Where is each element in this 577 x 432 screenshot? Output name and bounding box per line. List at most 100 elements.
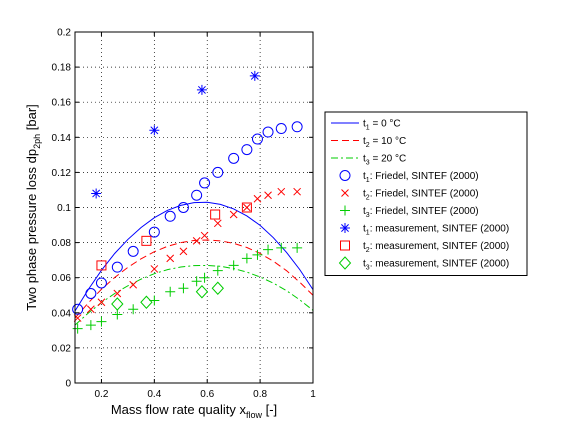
y-tick-label: 0.04 — [52, 308, 72, 319]
legend-item: t3: measurement, SINTEF (2000) — [338, 256, 510, 272]
legend-label-sub: 1 — [366, 230, 370, 237]
data-point-plus — [72, 323, 83, 334]
x-axis-label-main: Mass flow rate quality x — [111, 402, 247, 417]
legend-label-sub: 3 — [366, 265, 370, 272]
data-point-diamond — [195, 285, 209, 299]
y-tick-label: 0.08 — [52, 238, 72, 249]
data-point-x — [277, 187, 286, 196]
legend-item: t1: measurement, SINTEF (2000) — [340, 223, 509, 237]
data-point-asterisk — [91, 188, 102, 199]
data-point-circle — [199, 177, 211, 189]
y-axis-label-sub: 2ph — [32, 134, 42, 149]
data-point-x — [150, 265, 159, 273]
data-point-plus — [276, 242, 287, 253]
data-point-x — [253, 194, 262, 203]
data-point-x — [192, 236, 201, 245]
data-point-x — [200, 231, 209, 240]
data-point-plus — [212, 265, 223, 276]
data-point-square — [96, 260, 107, 271]
x-axis-label-sub: flow — [246, 410, 263, 420]
legend-label-sub: 2 — [366, 247, 370, 254]
series-4 — [72, 121, 303, 315]
x-tick-label: 0.8 — [253, 389, 267, 400]
data-point-diamond — [111, 297, 124, 311]
legend-label-sub: 1 — [366, 125, 370, 132]
legend-marker-swatch — [340, 223, 350, 233]
legend-label-suffix: : Friedel, SINTEF (2000) — [370, 171, 479, 182]
data-point-x — [229, 210, 238, 219]
legend-label-prefix: t — [363, 189, 366, 200]
series-2 — [74, 239, 314, 319]
data-point-circle — [72, 303, 84, 315]
legend-label-sub: 3 — [366, 212, 370, 219]
legend-label-suffix: : measurement, SINTEF (2000) — [370, 241, 510, 252]
legend-label: t1 = 0 °C — [363, 119, 401, 132]
legend: t1 = 0 °Ct2 = 10 °Ct3 = 20 °Ct1: Friedel… — [324, 111, 528, 276]
legend-label-suffix: = 10 °C — [370, 136, 407, 147]
data-point-circle — [164, 210, 176, 222]
data-point-x — [293, 187, 301, 196]
legend-label: t1: measurement, SINTEF (2000) — [363, 224, 509, 237]
series-3 — [74, 264, 314, 326]
legend-item: t2 = 10 °C — [331, 136, 406, 149]
legend-label-prefix: t — [363, 241, 366, 252]
data-point-plus — [178, 283, 189, 294]
data-point-asterisk — [149, 125, 160, 136]
legend-label-suffix: = 0 °C — [370, 119, 401, 130]
data-point-asterisk — [249, 70, 260, 81]
data-point-circle — [291, 121, 303, 133]
series-line — [74, 264, 314, 326]
data-point-plus — [191, 276, 202, 287]
y-tick-label: 0.2 — [57, 28, 71, 39]
legend-item: t1: Friedel, SINTEF (2000) — [339, 170, 479, 184]
legend-label: t2 = 10 °C — [363, 136, 406, 149]
data-point-circle — [177, 202, 189, 213]
data-point-plus — [128, 304, 139, 315]
data-point-x — [113, 289, 122, 298]
x-tick-label: 1 — [310, 389, 316, 400]
data-point-diamond — [211, 281, 224, 295]
series-8 — [96, 202, 252, 271]
legend-marker-swatch — [339, 170, 351, 181]
data-point-x — [166, 254, 175, 263]
y-tick-label: 0.16 — [52, 98, 72, 109]
data-point-circle — [95, 277, 107, 289]
legend-label-suffix: = 20 °C — [370, 154, 407, 165]
plot-area: 0.2 0.4 0.6 0.8 1 0 0.02 0.04 0.06 0.08 0.1 0.12 0.1… — [52, 28, 317, 401]
legend-label-prefix: t — [363, 119, 366, 130]
legend-item: t2: Friedel, SINTEF (2000) — [341, 189, 479, 202]
series-1 — [74, 201, 314, 312]
legend-label-sub: 3 — [366, 160, 370, 167]
y-axis-label: Two phase pressure loss dp2ph [bar] — [24, 104, 42, 311]
legend-items: t1 = 0 °Ct2 = 10 °Ct3 = 20 °Ct1: Friedel… — [331, 119, 509, 272]
x-tick-label: 0.6 — [200, 389, 214, 400]
series-6 — [72, 242, 303, 334]
legend-box — [324, 111, 528, 276]
data-point-plus — [199, 272, 210, 283]
data-point-plus — [149, 295, 160, 306]
x-axis-label-unit: [-] — [262, 402, 277, 417]
y-tick-label: 0.18 — [52, 63, 72, 74]
data-point-square — [210, 209, 221, 220]
data-point-plus — [112, 309, 123, 320]
data-point-circle — [191, 189, 203, 201]
data-point-x — [129, 280, 138, 289]
legend-label-prefix: t — [363, 154, 366, 165]
y-tick-label: 0.14 — [52, 133, 72, 144]
y-tick-label: 0.02 — [52, 343, 72, 354]
series-5 — [73, 187, 301, 322]
data-point-plus — [96, 316, 107, 327]
data-point-plus — [292, 242, 303, 253]
plot-background — [75, 32, 313, 383]
legend-label-suffix: : measurement, SINTEF (2000) — [370, 259, 510, 270]
data-point-plus — [263, 244, 274, 255]
x-tick-label: 0.2 — [94, 389, 108, 400]
data-point-circle — [212, 166, 224, 178]
legend-label: t1: Friedel, SINTEF (2000) — [363, 171, 479, 184]
series-7 — [91, 70, 260, 199]
axis-ticks: 0.2 0.4 0.6 0.8 1 0 0.02 0.04 0.06 0.08 0.1 0.12 0.1… — [52, 28, 317, 401]
legend-label-prefix: t — [363, 259, 366, 270]
legend-label: t3 = 20 °C — [363, 154, 406, 167]
legend-marker-swatch — [340, 205, 350, 216]
x-tick-label: 0.4 — [147, 389, 161, 400]
